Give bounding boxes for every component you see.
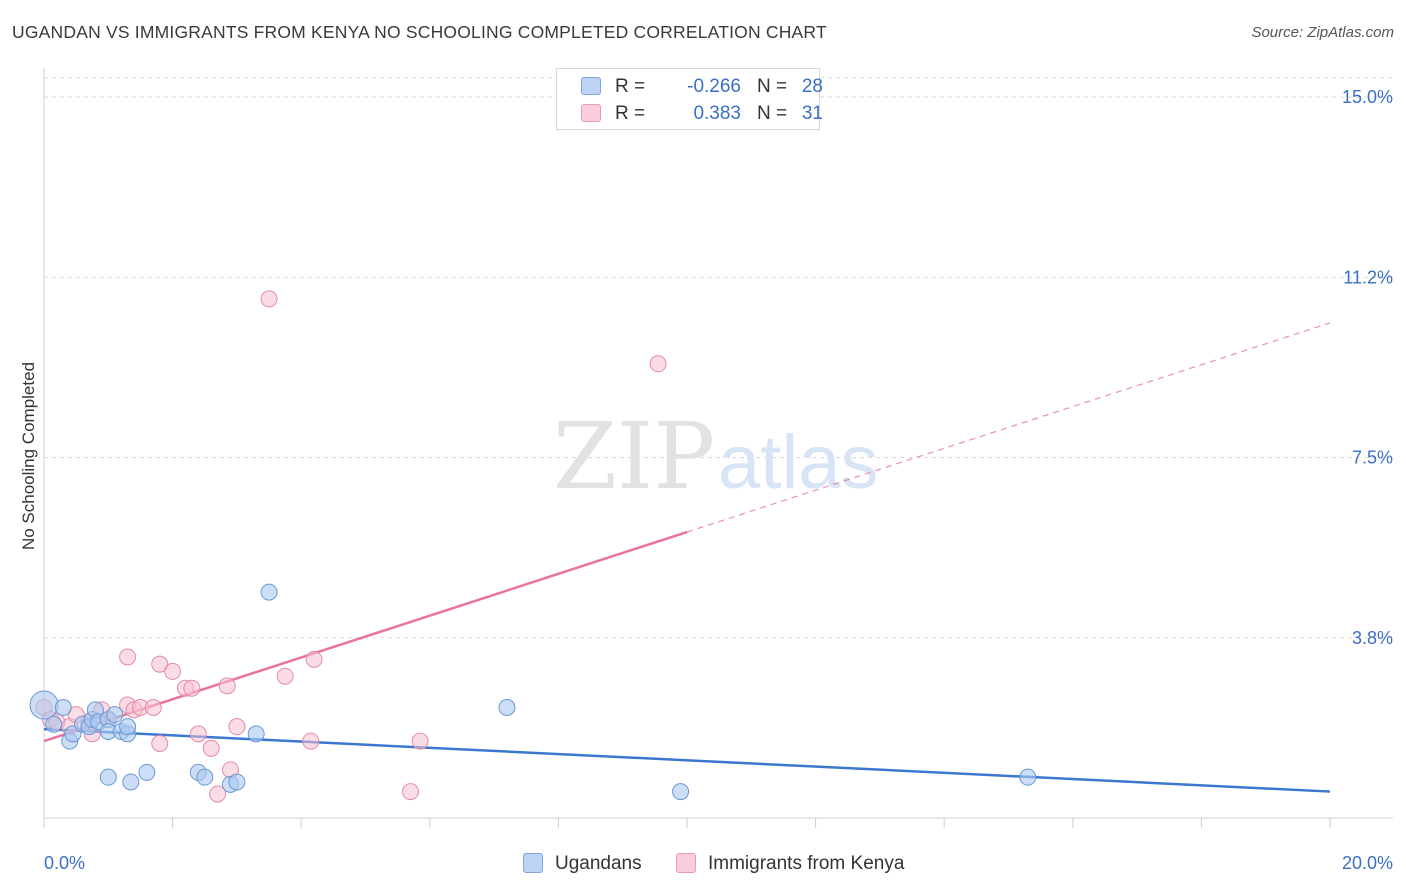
ugandans-point bbox=[196, 768, 214, 786]
legend-n-value: 28 bbox=[801, 76, 823, 97]
legend-swatch-ugandans bbox=[523, 853, 543, 873]
kenya-point bbox=[276, 667, 294, 685]
ugandans-point bbox=[260, 583, 278, 601]
legend-r-value: 0.383 bbox=[693, 103, 741, 124]
kenya-point bbox=[649, 355, 667, 373]
y-tick-label: 11.2% bbox=[1343, 267, 1393, 287]
ugandans-point bbox=[54, 698, 72, 716]
ugandans-point bbox=[122, 773, 140, 791]
ugandans-point bbox=[247, 725, 265, 743]
legend-swatch-pink bbox=[581, 104, 601, 122]
legend-label-kenya: Immigrants from Kenya bbox=[708, 853, 905, 874]
kenya-point bbox=[209, 785, 227, 803]
legend-swatch-blue bbox=[581, 77, 601, 95]
data-points bbox=[29, 290, 1037, 803]
kenya-point bbox=[202, 739, 220, 757]
y-tick-label: 3.8% bbox=[1352, 628, 1393, 648]
y-tick-label: 15.0% bbox=[1342, 87, 1393, 107]
gridlines bbox=[44, 77, 1393, 639]
kenya-point bbox=[119, 648, 137, 666]
watermark-zip: ZIP bbox=[553, 403, 715, 510]
kenya-point bbox=[189, 725, 207, 743]
ugandans-point bbox=[498, 698, 516, 716]
source-label: Source: ZipAtlas.com bbox=[1251, 24, 1394, 41]
ugandans-point bbox=[228, 773, 246, 791]
watermark-atlas: atlas bbox=[718, 420, 879, 505]
correlation-legend: R = -0.266 N = 28 R = 0.383 N = 31 bbox=[556, 68, 823, 130]
kenya-point bbox=[183, 679, 201, 697]
kenya-point bbox=[164, 662, 182, 680]
legend-n-label: N = bbox=[757, 76, 788, 97]
ugandans-point bbox=[119, 718, 137, 736]
legend-swatch-kenya bbox=[676, 853, 696, 873]
y-axis-label: No Schooling Completed bbox=[19, 362, 38, 550]
kenya-point bbox=[151, 655, 169, 673]
y-tick-label: 7.5% bbox=[1352, 448, 1393, 468]
kenya-point bbox=[218, 677, 236, 695]
x-tick-label: 20.0% bbox=[1342, 853, 1393, 873]
kenya-point bbox=[302, 732, 320, 750]
legend-label-ugandans: Ugandans bbox=[555, 853, 642, 874]
ugandans-point bbox=[29, 690, 59, 720]
legend-n-label: N = bbox=[757, 103, 788, 124]
kenya-point bbox=[260, 290, 278, 308]
legend-r-label: R = bbox=[615, 103, 646, 124]
kenya-point bbox=[402, 783, 420, 801]
ugandans-point bbox=[1019, 768, 1037, 786]
kenya-trend-extension bbox=[686, 322, 1331, 533]
ugandans-point bbox=[99, 768, 117, 786]
series-legend: Ugandans Immigrants from Kenya bbox=[0, 852, 1406, 876]
kenya-point bbox=[144, 698, 162, 716]
legend-r-label: R = bbox=[615, 76, 646, 97]
legend-n-value: 31 bbox=[801, 103, 823, 124]
kenya-point bbox=[411, 732, 429, 750]
tick-labels: 3.8% 7.5% 11.2% 15.0% 0.0% 20.0% bbox=[44, 87, 1393, 873]
chart-title: UGANDAN VS IMMIGRANTS FROM KENYA NO SCHO… bbox=[12, 22, 827, 42]
ugandans-point bbox=[138, 763, 156, 781]
watermark: ZIP atlas bbox=[553, 403, 879, 510]
kenya-point bbox=[151, 734, 169, 752]
ugandans-point bbox=[45, 715, 63, 733]
legend-r-value: -0.266 bbox=[687, 76, 741, 97]
x-tick-label: 0.0% bbox=[44, 853, 85, 873]
ugandans-point bbox=[672, 783, 690, 801]
ugandans-point bbox=[106, 706, 124, 724]
kenya-point bbox=[305, 650, 323, 668]
kenya-point bbox=[228, 718, 246, 736]
